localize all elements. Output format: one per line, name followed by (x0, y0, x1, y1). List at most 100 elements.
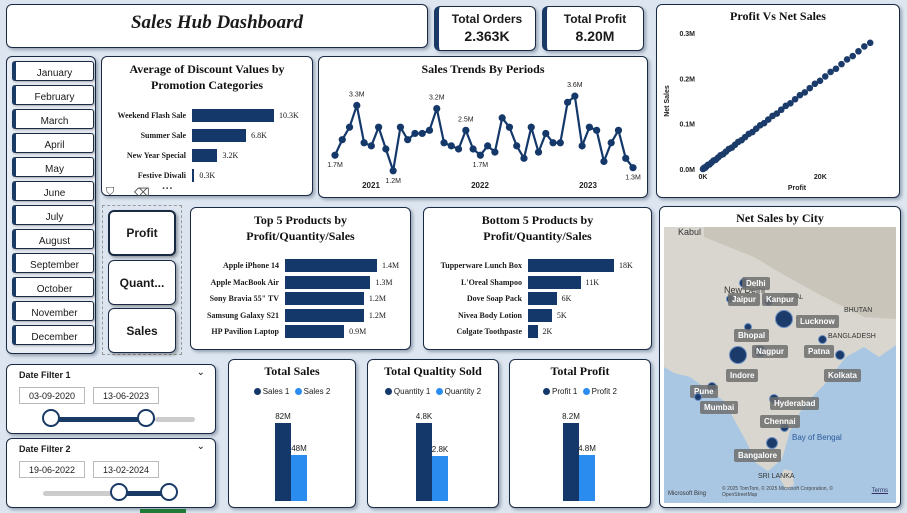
city-bubble-bangalore[interactable] (766, 437, 778, 449)
trend-point (418, 129, 426, 138)
profit-toggle-button[interactable]: Profit (108, 210, 176, 256)
quantity-toggle-button[interactable]: Quant... (108, 260, 176, 305)
trend-series-line (334, 93, 634, 172)
discount-bar[interactable] (192, 129, 247, 142)
bottom5-value: 5K (556, 310, 567, 320)
date-filter-2-start-input[interactable]: 19-06-2022 (19, 461, 85, 478)
city-bubble-lucknow[interactable] (775, 310, 793, 328)
month-item-february[interactable]: February (12, 85, 94, 105)
date-filter-2-end-input[interactable]: 13-02-2024 (93, 461, 159, 478)
bottom5-bar[interactable] (528, 259, 614, 272)
map-brand: Microsoft Bing (668, 491, 707, 497)
filter-icon[interactable]: ⛉ (106, 186, 115, 198)
eraser-icon[interactable]: ⌫ (134, 187, 150, 199)
compare-bar-series-1[interactable] (563, 423, 579, 501)
scatter-x-tick: 0K (699, 174, 708, 181)
trend-point (578, 142, 586, 150)
top5-bar[interactable] (285, 292, 364, 305)
scatter-point (796, 91, 804, 99)
sales-toggle-button[interactable]: Sales (108, 308, 176, 353)
scatter-y-tick: 0.3M (679, 31, 695, 38)
date-filter-1-chevron-icon[interactable]: ⌄ (196, 367, 205, 378)
compare-bar-series-2[interactable] (432, 455, 448, 501)
total-quantity-title: Total Qualtity Sold (384, 364, 482, 378)
trend-x-tick: 2022 (471, 181, 489, 190)
month-item-april[interactable]: April (12, 133, 94, 153)
bottom5-bar[interactable] (528, 275, 581, 289)
trend-point (367, 142, 375, 150)
month-item-march[interactable]: March (12, 109, 94, 129)
trend-point (527, 123, 535, 131)
top5-value: 0.9M (349, 327, 367, 336)
trend-point (440, 139, 448, 147)
discount-bar[interactable] (192, 109, 274, 122)
map-label-newdelhi: New Delhi (724, 285, 766, 295)
legend-dot-dark (253, 388, 261, 395)
compare-bar-series-1[interactable] (416, 423, 432, 501)
scatter-y-tick: 0.1M (679, 122, 695, 129)
trend-line-chart: 1.7M 3.3M 1.2M 3.2M 2.5M 1.7M 3.6M 1.3M 2021 2022… (327, 82, 641, 190)
date-filter-1-end-input[interactable]: 13-06-2023 (93, 387, 159, 404)
month-item-september[interactable]: September (12, 253, 94, 273)
trend-point (505, 123, 514, 131)
map-terms-link[interactable]: Terms (871, 488, 888, 494)
trend-point (411, 129, 419, 138)
scatter-point (838, 60, 845, 68)
trend-point (433, 104, 441, 113)
scatter-point (791, 95, 799, 103)
discount-bar[interactable] (192, 149, 218, 162)
bottom5-bar[interactable] (528, 292, 557, 305)
discount-value: 3.2K (222, 151, 239, 160)
trend-point (425, 126, 434, 134)
city-bubble-patna[interactable] (817, 334, 827, 344)
top5-bar[interactable] (285, 308, 364, 322)
date-filter-1-end-handle[interactable] (137, 409, 155, 427)
month-item-august[interactable]: August (12, 229, 94, 249)
date-filter-1-title: Date Filter 1 (19, 370, 71, 380)
top5-bar[interactable] (285, 325, 345, 338)
date-filter-2-start-handle[interactable] (110, 483, 128, 501)
trend-point (585, 123, 593, 131)
page-title: Sales Hub Dashboard (130, 12, 304, 33)
top5-bar[interactable] (285, 259, 377, 272)
month-item-december[interactable]: December (12, 325, 94, 345)
bottom5-bar[interactable] (528, 325, 538, 338)
month-item-november[interactable]: November (12, 301, 94, 321)
trend-point (563, 98, 572, 106)
trend-point (542, 129, 550, 138)
total-profit-compare-title: Total Profit (550, 364, 610, 378)
total-orders-label: Total Orders (451, 12, 523, 26)
top5-value: 1.2M (368, 294, 386, 303)
scatter-point (816, 77, 824, 85)
compare-bar-series-2[interactable] (291, 455, 307, 501)
month-item-june[interactable]: June (12, 181, 94, 201)
trend-point (338, 136, 346, 144)
discount-value: 0.3K (199, 171, 216, 180)
discount-bar[interactable] (192, 169, 195, 182)
city-bubble-indore[interactable] (729, 346, 747, 364)
discount-value: 6.8K (251, 131, 267, 140)
legend-dot-light (435, 388, 443, 395)
bottom5-label: Nivea Body Lotion (457, 310, 522, 320)
month-item-july[interactable]: July (12, 205, 94, 225)
date-filter-2-end-handle[interactable] (160, 483, 178, 501)
top5-label: HP Pavilion Laptop (211, 327, 279, 336)
month-item-may[interactable]: May (12, 157, 94, 177)
month-item-october[interactable]: October (12, 277, 94, 297)
date-filter-1-start-input[interactable]: 03-09-2020 (19, 387, 85, 404)
city-bubble-kolkata[interactable] (835, 350, 845, 360)
legend-dot-dark (543, 388, 551, 395)
date-filter-2-title: Date Filter 2 (19, 444, 71, 454)
more-options-icon[interactable]: ··· (162, 183, 173, 195)
trend-point (600, 157, 608, 166)
date-filter-2-chevron-icon[interactable]: ⌄ (196, 441, 205, 452)
compare-bar-series-1[interactable] (275, 423, 291, 501)
month-item-january[interactable]: January (12, 61, 94, 81)
city-bubble-mumbai[interactable] (694, 393, 702, 401)
map-canvas[interactable]: Kabul New Delhi NEPAL BHUTAN BANGLADESH … (664, 227, 896, 503)
top5-bar[interactable] (285, 275, 371, 289)
compare-bar-series-2[interactable] (579, 455, 595, 501)
bottom5-bar[interactable] (528, 308, 552, 322)
date-filter-1-start-handle[interactable] (42, 409, 60, 427)
trend-point (614, 126, 623, 134)
